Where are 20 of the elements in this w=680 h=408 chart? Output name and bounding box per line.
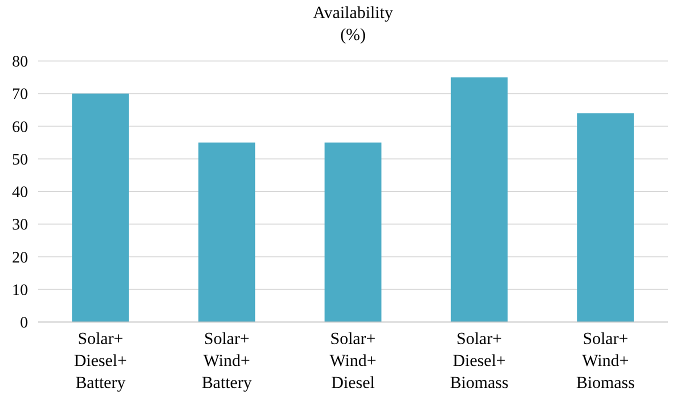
x-tick-label: Solar+ Diesel+ Battery [74,329,128,392]
y-tick-label: 10 [12,282,28,299]
x-tick-label: Solar+ Wind+ Diesel [330,329,376,392]
chart-title: Availability (%) [313,3,394,44]
y-tick-label: 70 [12,86,28,104]
x-tick-label: Solar+ Wind+ Battery [202,329,252,392]
y-tick-label: 0 [20,314,28,332]
x-tick-label: Solar+ Diesel+ Biomass [450,329,509,392]
y-tick-label: 60 [12,118,28,136]
bar [450,77,508,322]
y-tick-label: 80 [12,54,28,71]
y-tick-label: 20 [12,249,28,266]
y-tick-label: 30 [12,216,28,234]
bar [198,142,256,322]
y-tick-label: 50 [12,151,28,168]
y-tick-label: 40 [12,184,28,202]
bar [72,94,129,322]
x-tick-label: Solar+ Wind+ Biomass [576,329,635,392]
bar [577,113,634,322]
bar [324,142,382,322]
